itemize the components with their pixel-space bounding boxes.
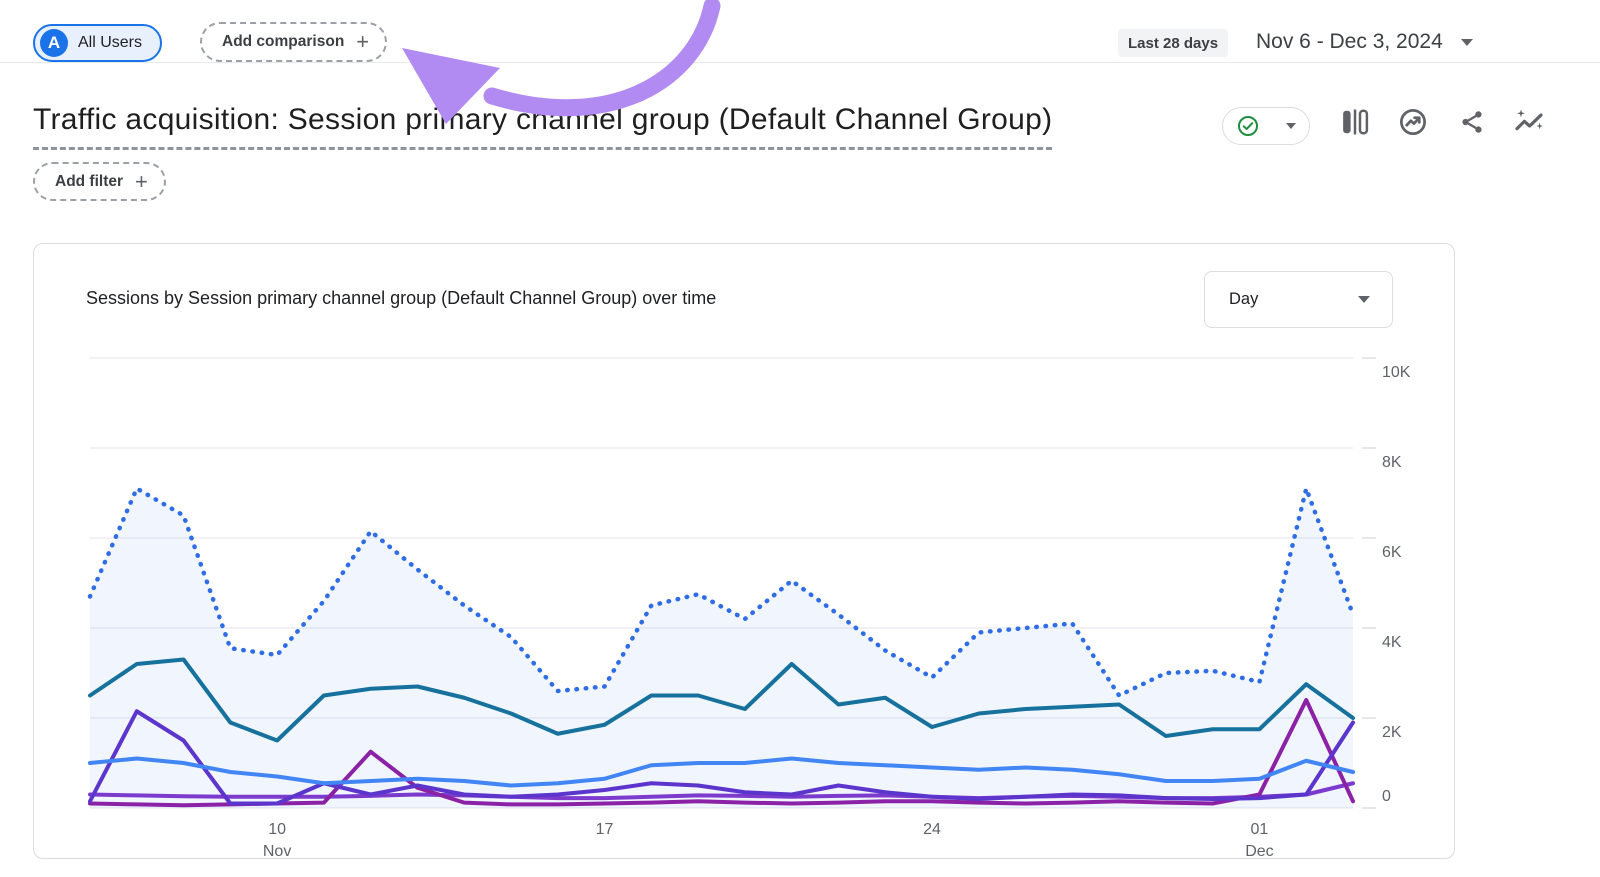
data-quality-check-icon — [1236, 114, 1260, 138]
chart-title: Sessions by Session primary channel grou… — [86, 288, 717, 308]
monitor-trend-icon[interactable] — [1397, 106, 1429, 138]
caret-down-icon — [1358, 296, 1370, 303]
caret-down-icon — [1286, 123, 1296, 129]
caret-down-icon — [1460, 38, 1473, 46]
date-range-preset-badge: Last 28 days — [1118, 29, 1229, 57]
page-title: Traffic acquisition: Session primary cha… — [33, 103, 1053, 150]
data-quality-button[interactable] — [1222, 107, 1310, 145]
chart-card — [33, 243, 1455, 859]
top-divider — [0, 62, 1600, 63]
date-range-text: Nov 6 - Dec 3, 2024 — [1256, 30, 1443, 53]
plus-icon: + — [356, 29, 370, 54]
comparison-panel-icon[interactable] — [1339, 106, 1371, 138]
add-comparison-label: Add comparison — [222, 33, 345, 50]
add-filter-label: Add filter — [55, 172, 124, 190]
share-icon[interactable] — [1456, 106, 1488, 138]
add-comparison-button[interactable]: Add comparison + — [200, 22, 388, 62]
audience-chip-all-users[interactable]: A All Users — [33, 24, 163, 62]
granularity-select[interactable]: Day — [1204, 271, 1393, 328]
audience-chip-label: All Users — [78, 34, 143, 51]
audience-avatar: A — [40, 29, 68, 57]
insights-sparkline-icon[interactable] — [1513, 106, 1545, 138]
add-filter-button[interactable]: Add filter + — [33, 162, 166, 201]
granularity-selected-value: Day — [1229, 290, 1259, 308]
plus-icon: + — [135, 168, 148, 194]
date-range-picker[interactable]: Nov 6 - Dec 3, 2024 — [1256, 30, 1473, 54]
